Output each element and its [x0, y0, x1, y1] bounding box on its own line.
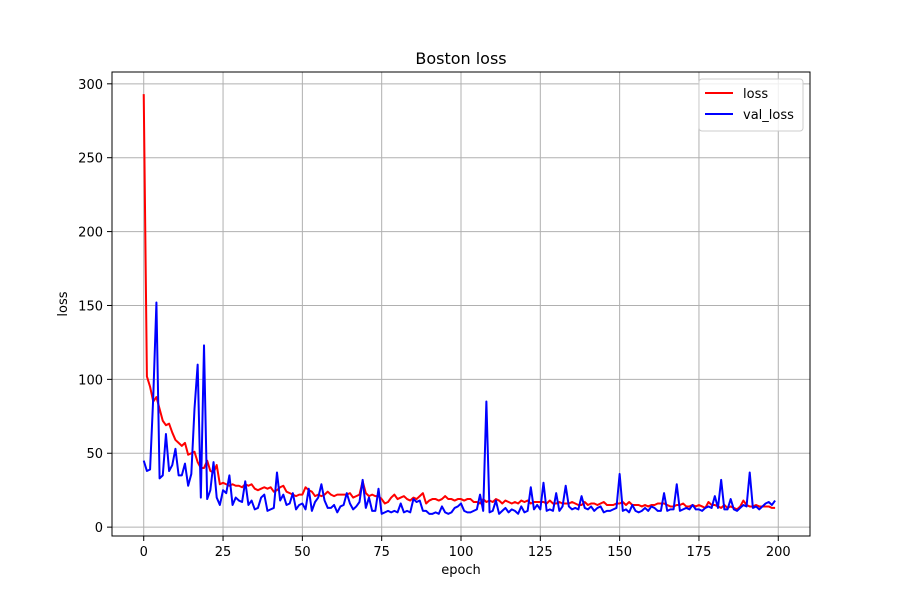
y-tick-label: 0 [95, 521, 103, 536]
x-tick-label: 125 [528, 545, 553, 560]
legend: loss val_loss [698, 78, 804, 132]
y-tick-label: 250 [78, 152, 103, 167]
y-tick-label: 300 [78, 78, 103, 93]
x-tick-label: 75 [373, 545, 390, 560]
series-layer [142, 94, 776, 515]
y-tick-label: 150 [78, 299, 103, 314]
y-axis-title: loss [56, 291, 71, 316]
y-tick-label: 50 [86, 447, 103, 462]
x-tick-label: 200 [766, 545, 791, 560]
series-line-loss [142, 94, 776, 511]
y-tick-label: 100 [78, 373, 103, 388]
x-tick-label: 175 [687, 545, 712, 560]
x-tick-label: 50 [294, 545, 311, 560]
y-tick-label: 200 [78, 226, 103, 241]
x-tick-label: 25 [215, 545, 232, 560]
x-tick-label: 100 [449, 545, 474, 560]
legend-entries: loss val_loss [705, 87, 794, 123]
x-axis-title: epoch [441, 563, 481, 578]
ticks: 0 25 50 75 100 125 150 175 200 0 50 100 150 200 250 300 [78, 78, 791, 560]
grid [112, 72, 810, 536]
legend-label-val-loss: val_loss [743, 108, 794, 123]
x-tick-label: 0 [140, 545, 148, 560]
x-tick-label: 150 [607, 545, 632, 560]
legend-label-loss: loss [743, 87, 768, 102]
chart-title: Boston loss [415, 49, 506, 68]
series-line-val-loss [142, 301, 776, 515]
